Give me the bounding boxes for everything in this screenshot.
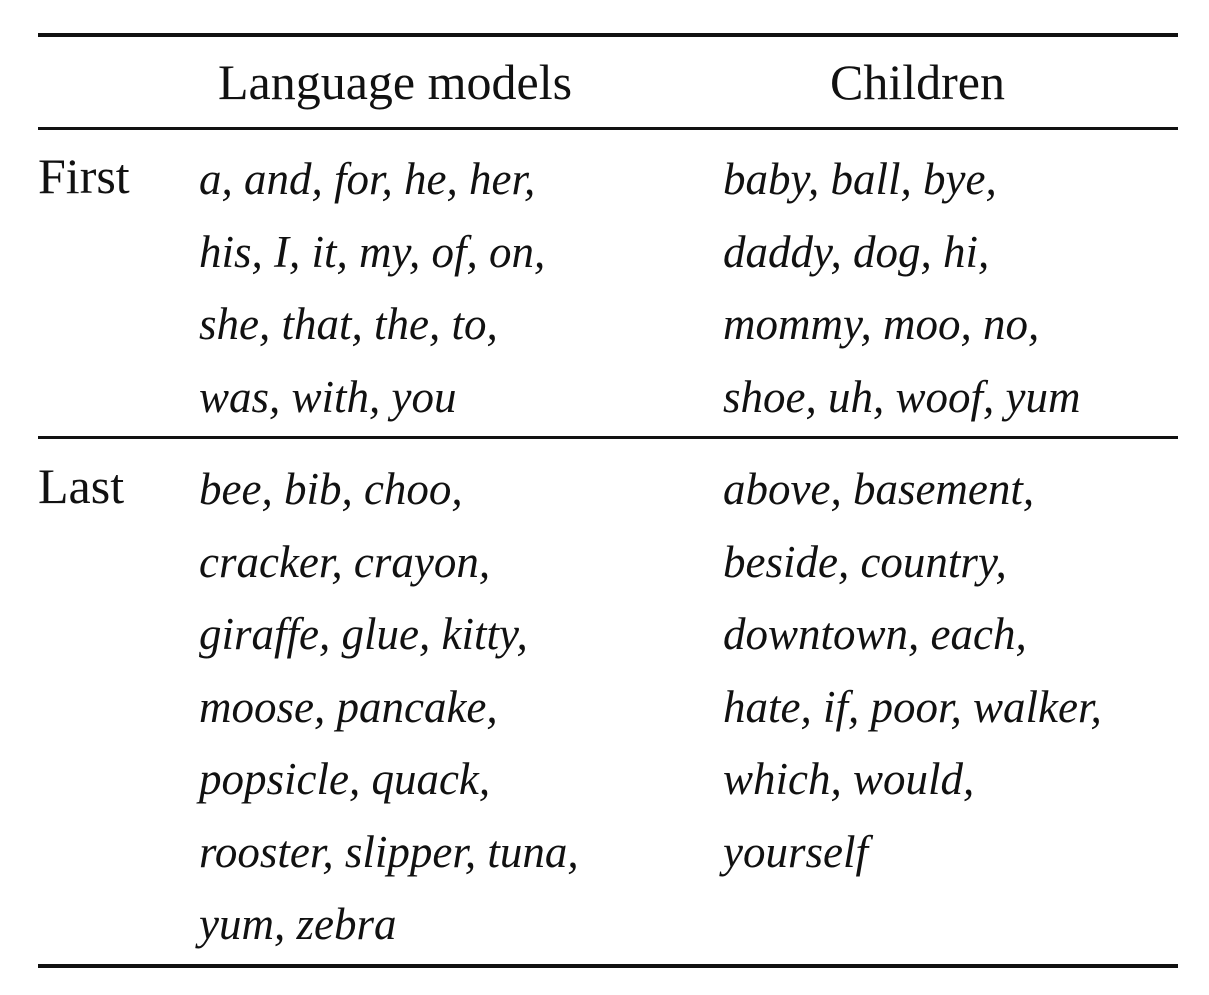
cell-line: rooster, slipper, tuna, — [199, 826, 579, 877]
last-language-models-cell: bee, bib, choo, cracker, crayon, giraffe… — [199, 459, 579, 967]
cell-line: hate, if, poor, walker, — [723, 681, 1102, 732]
cell-line: bee, bib, choo, — [199, 464, 463, 514]
row-label-first: First — [38, 148, 130, 204]
bottom-rule — [38, 964, 1178, 968]
cell-line: downtown, each, — [723, 609, 1027, 659]
cell-line: baby, ball, bye, — [723, 154, 997, 204]
cell-line: yum, zebra — [199, 899, 397, 949]
cell-line: mommy, moo, no, — [723, 299, 1040, 349]
cell-line: was, with, you — [199, 371, 457, 422]
cell-line: yourself — [723, 826, 868, 877]
first-language-models-cell: a, and, for, he, her, his, I, it, my, of… — [199, 149, 545, 439]
cell-line: cracker, crayon, — [199, 536, 491, 587]
first-children-cell: baby, ball, bye, daddy, dog, hi, mommy, … — [723, 149, 1080, 439]
cell-line: giraffe, glue, kitty, — [199, 609, 528, 659]
last-children-cell: above, basement, beside, country, downto… — [723, 459, 1102, 894]
cell-line: moose, pancake, — [199, 681, 498, 732]
cell-line: beside, country, — [723, 536, 1007, 587]
row-separator-rule — [38, 436, 1178, 439]
cell-line: his, I, it, my, of, on, — [199, 226, 546, 277]
cell-line: popsicle, quack, — [199, 754, 491, 804]
header-rule — [38, 127, 1178, 130]
cell-line: a, and, for, he, her, — [199, 154, 536, 204]
cell-line: daddy, dog, hi, — [723, 226, 990, 277]
cell-line: which, would, — [723, 754, 975, 804]
header-language-models: Language models — [218, 54, 573, 110]
row-label-last: Last — [38, 458, 125, 514]
top-rule — [38, 33, 1178, 37]
cell-line: shoe, uh, woof, yum — [723, 371, 1081, 422]
cell-line: she, that, the, to, — [199, 299, 498, 349]
cell-line: above, basement, — [723, 464, 1035, 514]
header-children: Children — [830, 54, 1005, 110]
